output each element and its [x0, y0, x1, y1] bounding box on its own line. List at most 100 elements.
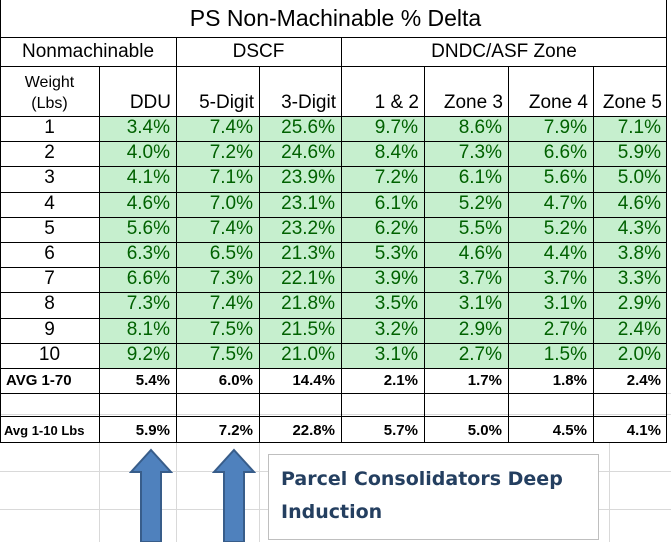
weight-header-line1: Weight [24, 74, 75, 91]
column-header: 5-Digit [199, 92, 254, 113]
value-cell: 5.3% [374, 243, 418, 264]
weight-cell: 8 [44, 293, 55, 315]
value-cell: 2.9% [617, 293, 661, 315]
weight-cell: 2 [44, 142, 55, 164]
weight-cell: 9 [44, 318, 55, 340]
avg-1-70-value: 5.4% [135, 372, 170, 389]
value-cell: 6.2% [374, 217, 418, 239]
value-cell: 24.6% [281, 142, 335, 164]
value-cell: 6.6% [543, 142, 587, 164]
grid-border [593, 66, 594, 442]
value-cell: 3.3% [617, 268, 661, 290]
avg-1-10-value: 7.2% [218, 422, 253, 439]
value-cell: 7.3% [126, 293, 170, 315]
column-header: 1 & 2 [374, 92, 419, 113]
value-cell: 6.1% [458, 167, 502, 189]
avg-1-10-value: 5.7% [383, 422, 418, 439]
grid-border [0, 141, 667, 142]
avg-1-70-value: 6.0% [218, 372, 253, 389]
grid-border [0, 116, 667, 117]
value-cell: 4.6% [458, 243, 502, 264]
weight-header-line2: (Lbs) [31, 95, 68, 112]
column-header: Zone 3 [443, 92, 503, 113]
value-cell: 7.2% [374, 167, 418, 189]
value-cell: 23.2% [281, 217, 335, 239]
weight-header: Weight (Lbs) [0, 72, 99, 114]
weight-cell: 1 [44, 117, 55, 138]
grid-border [259, 66, 260, 442]
avg-1-10-value: 5.9% [135, 422, 170, 439]
column-header: DDU [129, 92, 171, 113]
value-cell: 2.9% [458, 318, 502, 340]
value-cell: 2.7% [543, 318, 587, 340]
value-cell: 4.4% [543, 243, 587, 264]
value-cell: 21.3% [281, 243, 335, 264]
grid-border [0, 0, 1, 442]
grid-border [0, 318, 667, 319]
grid-border [341, 37, 342, 442]
group-header-dscf: DSCF [232, 41, 285, 62]
value-cell: 6.6% [126, 268, 170, 290]
avg-1-70-value: 1.8% [552, 372, 587, 389]
value-cell: 3.1% [458, 293, 502, 315]
value-cell: 8.4% [374, 142, 418, 164]
value-cell: 7.4% [209, 217, 253, 239]
grid-border [0, 393, 667, 394]
value-cell: 5.5% [458, 217, 502, 239]
gridline [99, 443, 100, 542]
value-cell: 9.7% [374, 117, 418, 138]
grid-border [0, 217, 667, 218]
grid-border [0, 66, 667, 67]
weight-cell: 4 [44, 192, 55, 214]
value-cell: 4.3% [617, 217, 661, 239]
gridline [609, 443, 610, 542]
value-cell: 7.3% [209, 268, 253, 290]
value-cell: 8.1% [126, 318, 170, 340]
avg-1-70-label: AVG 1-70 [6, 372, 72, 389]
avg-1-10-value: 4.1% [626, 422, 661, 439]
value-cell: 21.5% [281, 318, 335, 340]
value-cell: 1.5% [543, 343, 587, 365]
gridline [0, 414, 671, 415]
grid-border [0, 442, 667, 443]
value-cell: 8.6% [458, 117, 502, 138]
value-cell: 2.4% [617, 318, 661, 340]
value-cell: 3.1% [543, 293, 587, 315]
up-arrow-icon [212, 448, 256, 542]
value-cell: 6.3% [126, 243, 170, 264]
weight-cell: 10 [38, 343, 61, 365]
grid-border [0, 37, 667, 38]
value-cell: 23.1% [281, 192, 335, 214]
page-title: PS Non-Machinable % Delta [189, 5, 482, 31]
grid-border [0, 242, 667, 243]
grid-border [176, 37, 177, 442]
value-cell: 5.2% [543, 217, 587, 239]
value-cell: 4.6% [617, 192, 661, 214]
value-cell: 2.7% [458, 343, 502, 365]
value-cell: 5.0% [617, 167, 661, 189]
value-cell: 7.1% [209, 167, 253, 189]
weight-cell: 3 [44, 167, 55, 189]
gridline [259, 443, 260, 542]
value-cell: 3.4% [126, 117, 170, 138]
grid-border [0, 416, 667, 417]
value-cell: 22.1% [281, 268, 335, 290]
value-cell: 5.9% [617, 142, 661, 164]
grid-border [0, 343, 667, 344]
avg-1-10-value: 5.0% [467, 422, 502, 439]
avg-1-70-value: 2.1% [383, 372, 418, 389]
weight-cell: 7 [44, 268, 55, 290]
grid-border [424, 66, 425, 442]
value-cell: 5.6% [126, 217, 170, 239]
value-cell: 3.9% [374, 268, 418, 290]
avg-1-70-value: 1.7% [467, 372, 502, 389]
value-cell: 3.8% [617, 243, 661, 264]
value-cell: 4.0% [126, 142, 170, 164]
value-cell: 21.8% [281, 293, 335, 315]
value-cell: 21.0% [281, 343, 335, 365]
grid-border [0, 368, 667, 369]
value-cell: 7.4% [209, 117, 253, 138]
value-cell: 7.1% [617, 117, 661, 138]
weight-cell: 5 [44, 217, 55, 239]
